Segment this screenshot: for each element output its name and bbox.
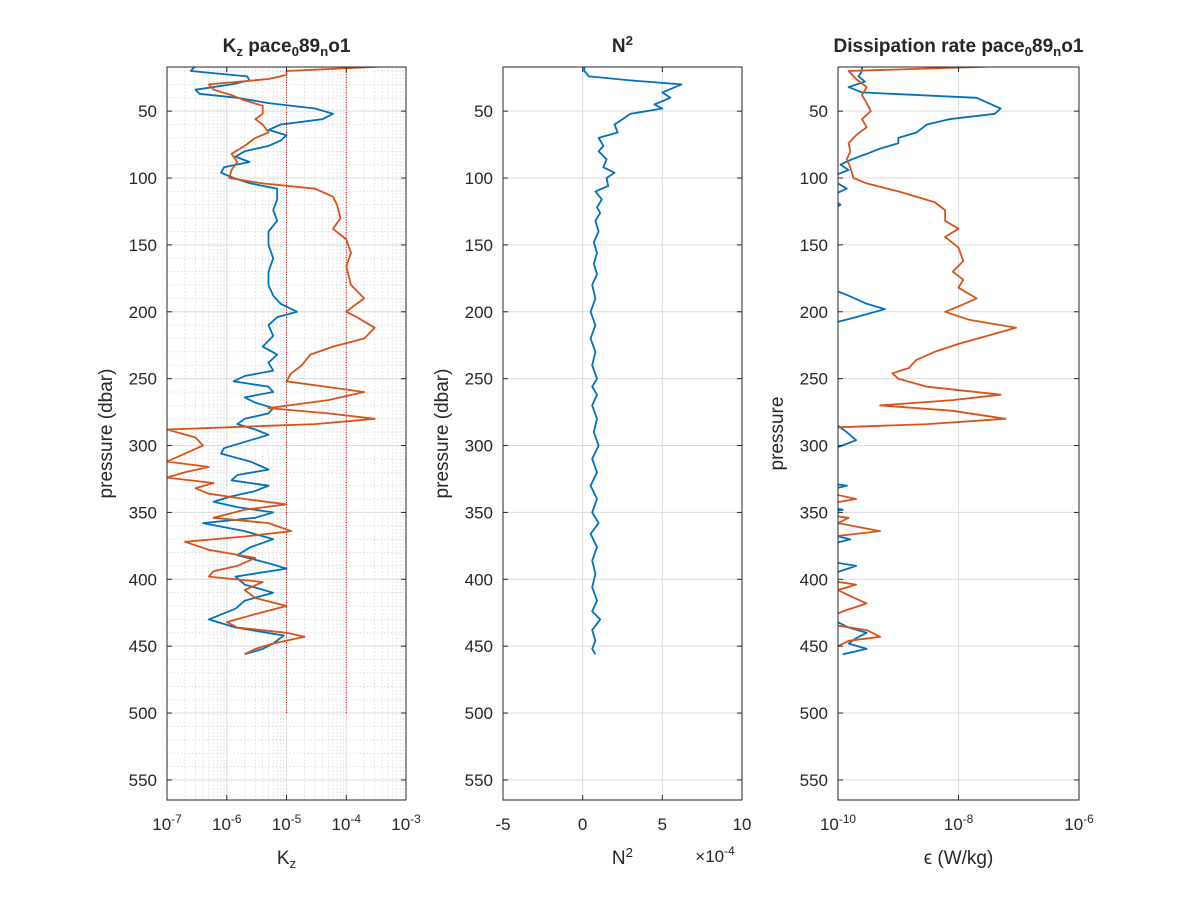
y-tick-label: 300 — [129, 437, 157, 456]
y-tick-label: 400 — [465, 570, 493, 589]
series-line-1 — [583, 67, 683, 655]
x-tick-label: 10-8 — [944, 812, 974, 834]
x-axis-label: Kz — [277, 848, 296, 871]
y-tick-label: 250 — [800, 370, 828, 389]
y-tick-label: 450 — [129, 637, 157, 656]
chart-title: Dissipation rate pace089no1 — [834, 36, 1084, 59]
series-line-2 — [838, 67, 1017, 648]
x-axis-multiplier: ×10-4 — [695, 844, 735, 866]
y-tick-label: 100 — [465, 169, 493, 188]
series-line-2 — [167, 67, 392, 656]
x-tick-label: 10 — [733, 815, 752, 834]
y-tick-label: 550 — [129, 771, 157, 790]
axes-box — [502, 66, 743, 801]
y-tick-label: 400 — [800, 570, 828, 589]
n2-panel: -5 0 5 10 50 100 150 200 250 300 350 400 450 500 550 N2… — [432, 33, 751, 870]
y-tick-label: 400 — [129, 570, 157, 589]
y-tick-label: 150 — [800, 236, 828, 255]
x-tick-label: 10-4 — [332, 812, 362, 834]
y-tick-label: 50 — [138, 102, 157, 121]
x-tick-label: 10-6 — [1064, 812, 1094, 834]
x-tick-label: 10-10 — [820, 812, 856, 834]
x-tick-label: 10-5 — [272, 812, 302, 834]
y-tick-label: 500 — [800, 704, 828, 723]
y-tick-label: 450 — [800, 637, 828, 656]
y-tick-label: 150 — [129, 236, 157, 255]
x-tick-label: 10-3 — [391, 812, 421, 834]
x-tick-label: 10-6 — [212, 812, 242, 834]
y-tick-label: 150 — [465, 236, 493, 255]
kz-panel: 10-7 10-6 10-5 10-4 10-3 50 100 150 200 250 300 350… — [96, 36, 421, 871]
y-tick-label: 300 — [465, 437, 493, 456]
y-axis-label: pressure (dbar) — [96, 369, 117, 499]
y-tick-label: 350 — [129, 503, 157, 522]
y-tick-label: 350 — [465, 503, 493, 522]
y-tick-label: 350 — [800, 503, 828, 522]
y-axis-label: pressure (dbar) — [432, 369, 453, 499]
plot-area — [503, 67, 742, 800]
y-tick-label: 100 — [129, 169, 157, 188]
x-tick-label: -5 — [495, 815, 510, 834]
chart-title: Kz pace089no1 — [223, 36, 351, 59]
y-tick-label: 200 — [800, 303, 828, 322]
y-tick-label: 450 — [465, 637, 493, 656]
x-axis-label: N2 — [612, 845, 633, 870]
y-tick-label: 300 — [800, 437, 828, 456]
y-tick-label: 200 — [465, 303, 493, 322]
y-tick-label: 250 — [465, 370, 493, 389]
y-tick-label: 550 — [465, 771, 493, 790]
y-tick-label: 500 — [129, 704, 157, 723]
y-tick-label: 200 — [129, 303, 157, 322]
x-tick-label: 10-7 — [152, 812, 182, 834]
y-tick-label: 50 — [474, 102, 493, 121]
x-tick-label: 0 — [578, 815, 587, 834]
dissipation-panel: 10-10 10-8 10-6 50 100 150 200 250 300 350 400 450 5… — [767, 36, 1094, 869]
x-tick-label: 5 — [658, 815, 667, 834]
y-axis-label: pressure — [767, 397, 788, 471]
chart-title: N2 — [612, 33, 633, 58]
y-tick-label: 50 — [809, 102, 828, 121]
y-tick-label: 100 — [800, 169, 828, 188]
y-tick-label: 500 — [465, 704, 493, 723]
y-tick-label: 250 — [129, 370, 157, 389]
series-line-1 — [838, 67, 1002, 656]
series-line-1 — [189, 67, 334, 656]
y-tick-label: 550 — [800, 771, 828, 790]
x-axis-label: ϵ (W/kg) — [924, 848, 994, 869]
